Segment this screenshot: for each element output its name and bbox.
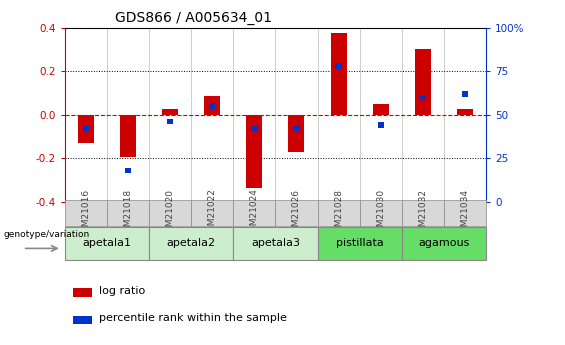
Bar (462, 91, 468, 97)
Bar (318, 200, 360, 226)
Bar (415, 49, 431, 115)
Text: log ratio: log ratio (99, 286, 145, 296)
Text: apetala1: apetala1 (82, 238, 132, 248)
Text: GSM21030: GSM21030 (376, 188, 385, 238)
Text: GSM21034: GSM21034 (460, 188, 470, 238)
Bar (73, 288, 92, 297)
Bar (233, 227, 318, 260)
Bar (359, 200, 402, 226)
Bar (336, 63, 342, 69)
Bar (251, 126, 258, 131)
Text: GSM21026: GSM21026 (292, 188, 301, 238)
Bar (233, 200, 276, 226)
Bar (167, 119, 173, 125)
Bar (402, 227, 486, 260)
Bar (83, 126, 89, 131)
Text: GSM21032: GSM21032 (418, 188, 427, 238)
Bar (457, 109, 473, 115)
Bar (293, 126, 299, 131)
Text: GSM21018: GSM21018 (124, 188, 133, 238)
Bar (246, 115, 262, 188)
Bar (331, 33, 346, 115)
Bar (209, 103, 215, 109)
Text: GSM21022: GSM21022 (208, 189, 217, 237)
Bar (65, 227, 149, 260)
Bar (318, 227, 402, 260)
Bar (402, 200, 444, 226)
Bar (377, 122, 384, 128)
Text: apetala2: apetala2 (167, 238, 216, 248)
Bar (149, 227, 233, 260)
Bar (120, 115, 136, 157)
Bar (420, 95, 426, 100)
Bar (289, 115, 305, 152)
Bar (162, 109, 178, 115)
Bar (65, 200, 107, 226)
Bar (73, 316, 92, 324)
Text: apetala3: apetala3 (251, 238, 300, 248)
Text: GDS866 / A005634_01: GDS866 / A005634_01 (115, 11, 272, 25)
Text: percentile rank within the sample: percentile rank within the sample (99, 314, 286, 323)
Text: agamous: agamous (418, 238, 470, 248)
Text: GSM21028: GSM21028 (334, 188, 343, 238)
Text: GSM21016: GSM21016 (81, 188, 90, 238)
Bar (78, 115, 94, 143)
Text: genotype/variation: genotype/variation (3, 230, 89, 239)
Bar (205, 96, 220, 115)
Bar (125, 168, 131, 173)
Bar (276, 200, 318, 226)
Bar (444, 200, 486, 226)
Bar (373, 104, 389, 115)
Text: GSM21024: GSM21024 (250, 189, 259, 237)
Bar (149, 200, 191, 226)
Bar (107, 200, 149, 226)
Text: GSM21020: GSM21020 (166, 188, 175, 238)
Bar (191, 200, 233, 226)
Text: pistillata: pistillata (336, 238, 384, 248)
